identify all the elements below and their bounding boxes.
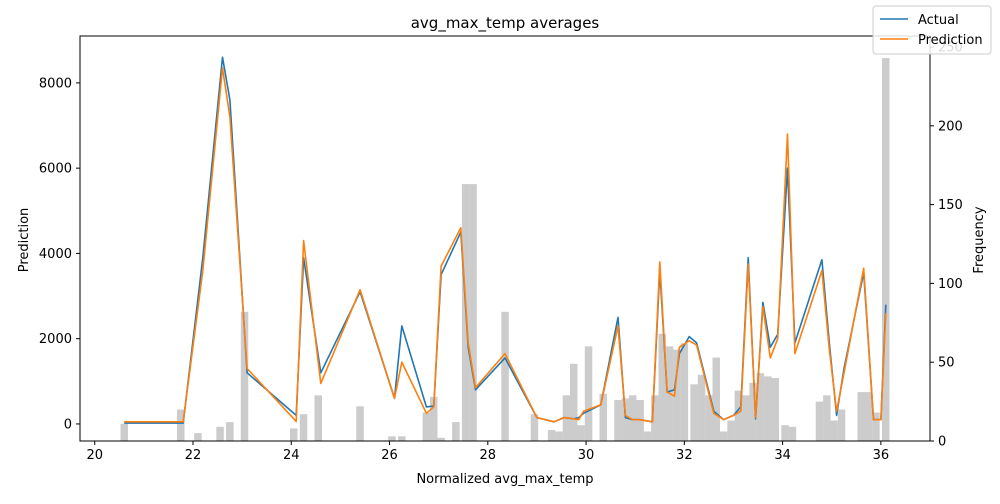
histogram-bar-4 (226, 422, 234, 441)
histogram-bar-49 (781, 425, 789, 441)
histogram-bar-58 (882, 58, 890, 441)
histogram-bar-18 (501, 311, 509, 441)
histogram-bar-43 (734, 390, 743, 441)
histogram-bar-51 (815, 401, 824, 441)
histogram-bar-57 (872, 412, 880, 441)
histogram-bar-10 (388, 436, 396, 441)
y2-tick-label-0: 0 (938, 435, 946, 450)
y2-tick-label-150: 150 (938, 198, 963, 213)
y2-tick-label-200: 200 (938, 119, 963, 134)
histogram-bar-15 (452, 422, 460, 441)
x-tick-label-36: 36 (873, 448, 890, 463)
legend-label-actual: Actual (918, 13, 959, 28)
x-tick-label-20: 20 (86, 448, 103, 463)
series-line-prediction (124, 67, 887, 423)
histogram-bar-23 (570, 363, 578, 441)
histogram-bar-42 (727, 420, 735, 441)
histogram-bar-36 (680, 343, 689, 441)
histogram-bar-12 (422, 412, 431, 441)
histogram-bar-39 (705, 395, 713, 441)
y2-tick-label-100: 100 (938, 277, 963, 292)
histogram-layer (120, 58, 890, 441)
histogram-bar-45 (749, 382, 757, 441)
x-tick-label-30: 30 (578, 448, 595, 463)
histogram-bar-25 (584, 346, 593, 441)
histogram-bar-13 (430, 396, 438, 441)
legend-box (872, 5, 992, 55)
histogram-bar-24 (577, 425, 585, 441)
histogram-bar-27 (614, 400, 622, 441)
y-tick-label-4000: 4000 (39, 247, 72, 262)
histogram-bar-38 (697, 374, 706, 441)
y-tick-label-2000: 2000 (39, 332, 72, 347)
histogram-bar-53 (830, 420, 838, 441)
histogram-bar-3 (216, 426, 224, 441)
histogram-bar-40 (712, 357, 720, 441)
y2-tick-label-50: 50 (938, 356, 955, 371)
histogram-bar-47 (764, 376, 772, 441)
x-tick-label-22: 22 (185, 448, 202, 463)
histogram-bar-46 (756, 373, 765, 441)
x-tick-label-24: 24 (283, 448, 300, 463)
x-tick-label-32: 32 (676, 448, 693, 463)
line-layer (124, 56, 887, 424)
histogram-bar-32 (651, 395, 659, 441)
legend: Actual Prediction (872, 5, 992, 55)
histogram-bar-35 (673, 349, 681, 441)
x-tick-label-34: 34 (774, 448, 791, 463)
histogram-bar-11 (398, 436, 406, 441)
histogram-bar-44 (742, 395, 750, 441)
x-tick-label-28: 28 (480, 448, 497, 463)
histogram-bar-8 (314, 395, 322, 441)
histogram-bar-14 (437, 437, 445, 441)
chart-title: avg_max_temp averages (411, 14, 600, 33)
histogram-bar-20 (547, 430, 556, 441)
histogram-bar-28 (621, 398, 630, 441)
histogram-bar-7 (299, 414, 308, 441)
y-tick-label-6000: 6000 (39, 162, 72, 177)
histogram-bar-5 (240, 311, 249, 441)
histogram-bar-48 (771, 378, 779, 441)
histogram-bar-1 (177, 409, 185, 441)
plot-frame (79, 35, 931, 442)
histogram-bar-26 (599, 393, 607, 441)
y2-axis-label: Frequency (972, 206, 987, 273)
y-tick-label-0: 0 (64, 417, 72, 432)
histogram-bar-37 (690, 384, 698, 441)
y-tick-label-8000: 8000 (39, 76, 72, 91)
histogram-bar-31 (643, 431, 652, 441)
histogram-bar-54 (837, 409, 846, 441)
histogram-bar-56 (864, 392, 873, 441)
legend-label-prediction: Prediction (918, 33, 983, 48)
histogram-bar-9 (356, 406, 364, 441)
histogram-bar-52 (823, 395, 831, 441)
histogram-bar-41 (719, 431, 728, 441)
histogram-bar-55 (857, 392, 865, 441)
histogram-bar-29 (629, 395, 637, 441)
x-tick-label-26: 26 (381, 448, 398, 463)
histogram-bar-33 (658, 333, 666, 441)
y-axis-label: Prediction (17, 208, 32, 273)
histogram-bar-50 (788, 426, 797, 441)
histogram-bar-19 (530, 414, 539, 441)
histogram-bar-21 (555, 431, 563, 441)
x-axis-label: Normalized avg_max_temp (416, 472, 593, 487)
histogram-bar-17 (469, 184, 477, 441)
histogram-bar-0 (120, 423, 128, 441)
histogram-bar-6 (290, 428, 298, 441)
histogram-bar-2 (194, 433, 202, 441)
